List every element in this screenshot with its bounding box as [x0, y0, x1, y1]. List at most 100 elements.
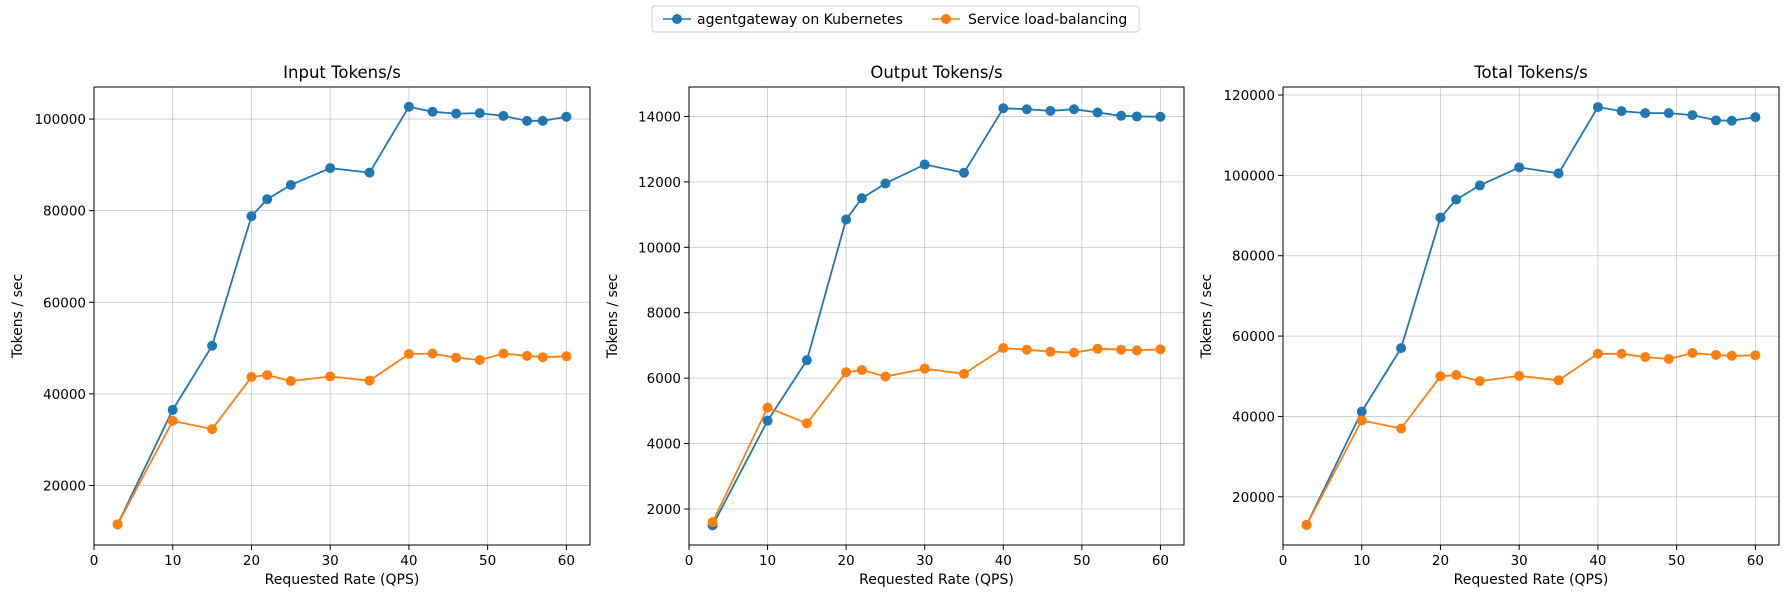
series-line-1 — [711, 347, 1161, 523]
data-point-s1-8 — [1592, 348, 1603, 359]
y-tick-label: 40000 — [1232, 409, 1275, 425]
x-tick-label: 30 — [916, 553, 933, 569]
axes-frame — [1282, 86, 1780, 546]
data-point-s1-2 — [801, 418, 812, 429]
data-point-s1-5 — [880, 371, 891, 382]
data-point-s1-10 — [1640, 351, 1651, 362]
x-tick-label: 20 — [1432, 553, 1449, 569]
data-point-s0-1 — [1356, 406, 1367, 417]
data-point-s0-10 — [1045, 105, 1056, 116]
series-line-1 — [116, 352, 567, 525]
y-tick-label: 14000 — [638, 109, 681, 125]
data-point-s0-7 — [959, 167, 969, 178]
data-point-s1-10 — [451, 352, 462, 363]
x-axis-label: Requested Rate (QPS) — [265, 572, 420, 588]
data-point-s0-8 — [998, 103, 1009, 114]
x-tick-label: 10 — [1353, 553, 1370, 569]
y-tick-label: 12000 — [638, 175, 681, 191]
y-tick-label: 100000 — [34, 112, 86, 128]
x-tick-label: 0 — [685, 553, 694, 569]
data-point-s1-9 — [1616, 348, 1627, 359]
data-point-s0-14 — [1726, 115, 1737, 126]
y-tick-label: 8000 — [647, 306, 681, 322]
data-point-s0-6 — [325, 163, 336, 174]
data-point-s1-7 — [1553, 375, 1564, 386]
x-tick-label: 50 — [1668, 553, 1685, 569]
data-point-s1-4 — [1451, 370, 1462, 381]
data-point-s0-13 — [1116, 110, 1127, 121]
legend-entry-0: agentgateway on Kubernetes — [663, 12, 903, 28]
data-point-s1-5 — [285, 376, 296, 387]
data-point-s1-4 — [262, 370, 273, 381]
data-point-s1-12 — [498, 348, 509, 359]
data-point-s0-3 — [246, 211, 257, 222]
data-point-s1-0 — [1301, 519, 1312, 530]
data-point-s1-0 — [707, 517, 718, 528]
data-point-s1-11 — [474, 354, 485, 365]
data-point-s1-10 — [1045, 346, 1056, 357]
data-point-s0-2 — [1396, 343, 1407, 354]
data-point-s1-1 — [762, 402, 773, 413]
y-tick-label: 60000 — [1232, 329, 1275, 345]
data-point-s0-8 — [1592, 102, 1603, 113]
x-tick-label: 10 — [759, 553, 776, 569]
data-point-s0-12 — [498, 110, 509, 121]
data-point-s0-7 — [1553, 168, 1564, 179]
data-point-s1-8 — [998, 343, 1009, 354]
y-tick-label: 20000 — [1232, 490, 1275, 506]
x-tick-label: 50 — [479, 553, 496, 569]
data-point-s1-14 — [537, 352, 548, 363]
legend-entry-1: Service load-balancing — [932, 12, 1127, 28]
axes-frame — [688, 86, 1185, 546]
x-tick-label: 30 — [322, 553, 339, 569]
data-point-s1-13 — [522, 350, 533, 361]
data-point-s0-11 — [474, 108, 485, 119]
data-point-s0-10 — [451, 108, 462, 119]
data-point-s1-7 — [959, 368, 969, 379]
data-point-s1-5 — [1474, 376, 1485, 387]
series-line-0 — [1305, 106, 1756, 526]
data-point-s0-15 — [561, 111, 572, 122]
legend: agentgateway on Kubernetes Service load-… — [651, 5, 1140, 33]
x-tick-label: 0 — [1279, 553, 1288, 569]
y-tick-label: 60000 — [43, 295, 86, 311]
data-point-s0-1 — [167, 404, 178, 415]
data-point-s0-2 — [207, 340, 218, 351]
data-point-s1-13 — [1116, 344, 1127, 355]
data-point-s0-9 — [1616, 106, 1627, 117]
data-point-s1-9 — [427, 348, 438, 359]
data-point-s0-5 — [285, 180, 296, 191]
data-point-s1-4 — [856, 364, 867, 375]
axes-frame — [93, 86, 591, 546]
legend-frame — [651, 5, 1140, 33]
chart-title: Input Tokens/s — [283, 63, 401, 82]
x-tick-label: 0 — [90, 553, 99, 569]
data-point-s0-15 — [1155, 111, 1166, 122]
y-tick-label: 120000 — [1223, 88, 1275, 104]
y-tick-label: 4000 — [647, 437, 681, 453]
y-tick-label: 40000 — [43, 387, 86, 403]
data-point-s1-6 — [919, 363, 930, 374]
data-point-s0-6 — [919, 159, 930, 170]
legend-entry-1-label: Service load-balancing — [968, 12, 1127, 28]
data-point-s0-13 — [522, 115, 533, 126]
series-line-0 — [711, 107, 1161, 526]
data-point-s0-11 — [1069, 104, 1079, 115]
legend-entry-0-label: agentgateway on Kubernetes — [697, 12, 903, 28]
data-point-s1-9 — [1021, 344, 1032, 355]
x-tick-label: 30 — [1511, 553, 1528, 569]
data-point-s0-7 — [364, 167, 375, 178]
data-point-s0-3 — [841, 214, 852, 225]
data-point-s1-6 — [325, 371, 336, 382]
data-point-s1-3 — [1435, 371, 1446, 382]
data-point-s0-5 — [1474, 180, 1485, 191]
data-point-s1-3 — [246, 371, 257, 382]
y-axis-label: Tokens / sec — [10, 274, 26, 359]
x-tick-label: 10 — [164, 553, 181, 569]
data-point-s0-9 — [1021, 104, 1032, 115]
data-point-s1-7 — [364, 375, 375, 386]
data-point-s1-1 — [1356, 415, 1367, 426]
data-point-s0-2 — [801, 355, 812, 366]
